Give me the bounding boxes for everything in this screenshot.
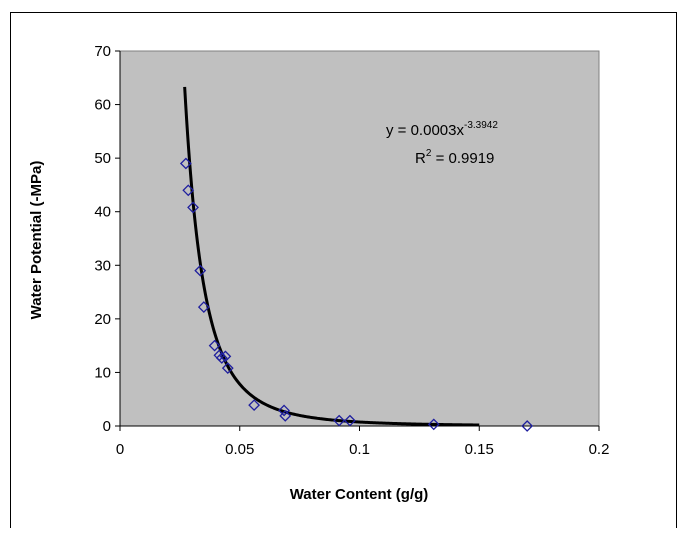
data-point bbox=[194, 264, 207, 277]
data-point bbox=[197, 301, 210, 313]
data-points bbox=[179, 157, 534, 432]
x-tick-label: 0.05 bbox=[225, 441, 254, 458]
y-tick-label: 0 bbox=[103, 418, 111, 435]
data-point bbox=[333, 414, 346, 427]
y-tick-label: 30 bbox=[94, 257, 111, 274]
trendline bbox=[183, 86, 480, 427]
y-tick-label: 10 bbox=[94, 364, 111, 381]
equation-annotation: y = 0.0003x-3.3942 bbox=[386, 120, 498, 139]
equation-base: y = 0.0003x bbox=[386, 122, 464, 139]
data-point bbox=[215, 352, 228, 364]
r-squared-annotation: R2 = 0.9919 bbox=[415, 148, 494, 167]
x-axis-ticks: 0 0.05 0.1 0.15 0.2 bbox=[116, 426, 610, 458]
y-tick-label: 60 bbox=[94, 97, 111, 114]
data-point bbox=[219, 350, 232, 363]
data-point bbox=[344, 414, 356, 427]
y-axis-ticks: 0 10 20 30 40 50 60 70 bbox=[94, 43, 120, 435]
r-squared-base: R bbox=[415, 150, 426, 167]
x-tick-label: 0 bbox=[116, 441, 124, 458]
data-point bbox=[279, 409, 292, 422]
data-point bbox=[187, 201, 199, 214]
data-point bbox=[221, 362, 234, 375]
equation-exponent: -3.3942 bbox=[464, 120, 498, 131]
x-axis-title: Water Content (g/g) bbox=[290, 486, 429, 503]
y-tick-label: 50 bbox=[94, 150, 111, 167]
data-point bbox=[427, 418, 440, 431]
y-tick-label: 40 bbox=[94, 204, 111, 221]
x-tick-label: 0.15 bbox=[465, 441, 494, 458]
plot-area bbox=[119, 50, 600, 427]
x-tick-label: 0.2 bbox=[589, 441, 610, 458]
data-point bbox=[179, 157, 192, 170]
r-squared-value: = 0.9919 bbox=[431, 150, 494, 167]
data-point bbox=[278, 404, 290, 417]
y-tick-label: 20 bbox=[94, 311, 111, 328]
data-point bbox=[182, 184, 195, 197]
data-point bbox=[521, 420, 534, 432]
data-point bbox=[208, 339, 221, 352]
y-tick-label: 70 bbox=[94, 43, 111, 60]
data-point bbox=[248, 399, 261, 412]
x-tick-label: 0.1 bbox=[349, 441, 370, 458]
r-squared-sup: 2 bbox=[426, 148, 432, 159]
y-axis-title: Water Potential (-MPa) bbox=[28, 161, 45, 320]
